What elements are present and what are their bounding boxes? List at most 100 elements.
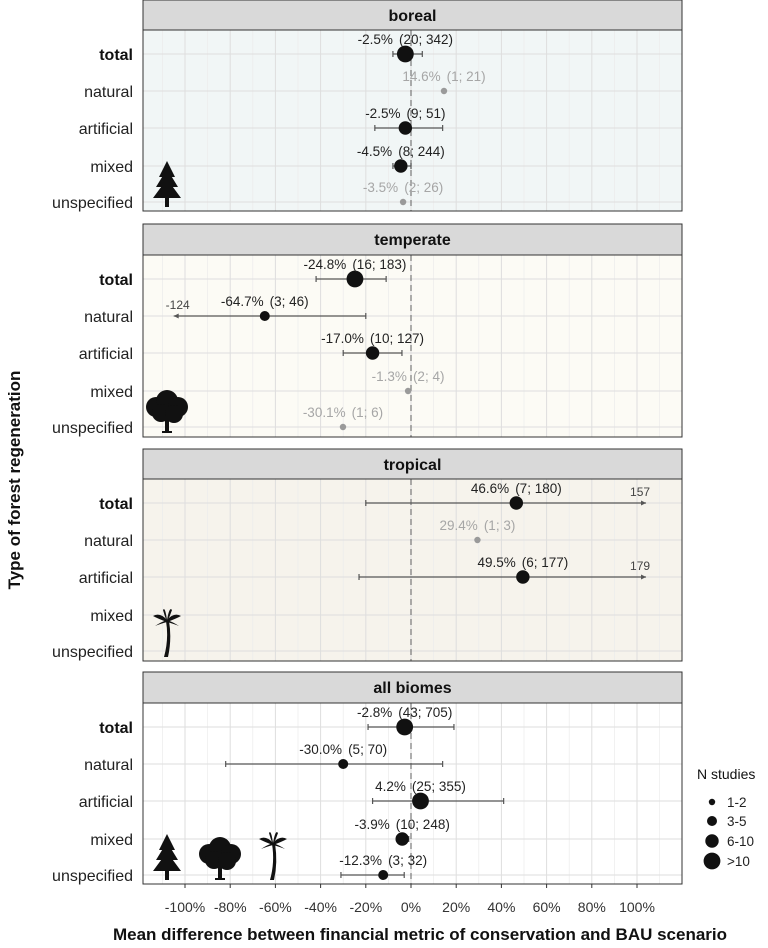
category-label-mixed: mixed	[90, 832, 133, 849]
facet-strip	[142, 671, 683, 704]
facet-all-biomes: all biomes total natural artificial mixed uns…	[52, 671, 683, 885]
data-point-mixed: -1.3% (2; 4)	[372, 369, 445, 395]
palm-frond	[167, 620, 179, 626]
facet-border	[142, 478, 683, 662]
conifer-trunk	[165, 197, 169, 207]
data-point-natural: -30.0% (5; 70)	[225, 742, 444, 769]
data-point-natural: 29.4% (1; 3)	[440, 518, 516, 544]
facet-title: temperate	[374, 232, 451, 249]
category-label-total: total	[99, 47, 133, 64]
conifer-tier	[156, 169, 178, 187]
palm-frond	[273, 832, 278, 845]
category-label-total: total	[99, 720, 133, 737]
point-n-label: (2; 26)	[404, 180, 443, 195]
point-n-label: (20; 342)	[399, 32, 453, 47]
point-n-label: (7; 180)	[515, 481, 562, 496]
data-point-unspecified: -12.3% (3; 32)	[339, 853, 427, 880]
point-marker	[399, 198, 407, 206]
conifer-tree-icon	[153, 161, 181, 207]
point-value-label: -1.3%	[372, 369, 407, 384]
legend: N studies 1-2 3-5 6-10 >10	[697, 766, 755, 870]
category-label-artificial: artificial	[79, 794, 133, 811]
legend-marker	[707, 816, 717, 826]
point-marker	[395, 832, 409, 846]
point-n-label: (1; 21)	[447, 69, 486, 84]
point-n-label: (25; 355)	[412, 779, 466, 794]
x-tick-label: -100%	[165, 899, 205, 915]
palm-tree-icon	[153, 609, 181, 657]
category-label-mixed: mixed	[90, 384, 133, 401]
broadleaf-base	[162, 431, 172, 433]
category-label-unspecified: unspecified	[52, 195, 133, 212]
conifer-trunk	[165, 870, 169, 880]
category-label-unspecified: unspecified	[52, 420, 133, 437]
point-annotation: -4.5% (8; 244)	[357, 144, 445, 159]
palm-frond	[261, 843, 273, 849]
point-value-label: 29.4%	[440, 518, 478, 533]
point-n-label: (9; 51)	[406, 106, 445, 121]
category-label-mixed: mixed	[90, 159, 133, 176]
palm-frond	[153, 614, 167, 622]
data-point-unspecified: -30.1% (1; 6)	[303, 405, 384, 431]
point-value-label: -3.5%	[363, 180, 398, 195]
point-marker	[440, 87, 448, 95]
x-tick-label: 0%	[401, 899, 421, 915]
legend-marker	[705, 834, 719, 848]
legend-entry: 1-2	[708, 795, 747, 810]
category-label-unspecified: unspecified	[52, 868, 133, 885]
broadleaf-tree-icon	[146, 390, 188, 433]
point-value-label: -3.9%	[355, 817, 390, 832]
clip-arrow-high	[641, 500, 647, 506]
point-n-label: (1; 3)	[484, 518, 516, 533]
facet-title: boreal	[388, 8, 436, 25]
broadleaf-trunk	[165, 417, 169, 433]
clip-label-high: 157	[630, 485, 650, 499]
facet-title: tropical	[384, 457, 442, 474]
point-annotation: -24.8% (16; 183)	[304, 257, 407, 272]
palm-frond	[273, 837, 287, 845]
category-label-artificial: artificial	[79, 121, 133, 138]
data-point-natural: -124 -64.7% (3; 46)	[166, 294, 367, 321]
point-marker	[404, 387, 412, 395]
point-annotation: -1.3% (2; 4)	[372, 369, 445, 384]
data-point-mixed: -3.9% (10; 248)	[355, 817, 450, 846]
clip-arrow-high	[641, 574, 647, 580]
category-label-natural: natural	[84, 84, 133, 101]
x-axis-title: Mean difference between financial metric…	[113, 925, 727, 944]
palm-frond	[163, 609, 167, 622]
legend-label: 1-2	[727, 795, 747, 810]
point-n-label: (10; 127)	[370, 331, 424, 346]
data-point-artificial: 179 49.5% (6; 177)	[358, 555, 650, 584]
category-label-natural: natural	[84, 309, 133, 326]
point-marker	[378, 870, 389, 880]
point-marker	[365, 346, 380, 360]
point-marker	[516, 570, 530, 584]
conifer-tier	[156, 842, 178, 860]
point-annotation: -2.5% (9; 51)	[365, 106, 445, 121]
facet-border	[142, 29, 683, 212]
point-annotation: 49.5% (6; 177)	[477, 555, 568, 570]
broadleaf-crown	[218, 852, 236, 870]
point-annotation: -12.3% (3; 32)	[339, 853, 427, 868]
x-tick-label: 100%	[619, 899, 655, 915]
broadleaf-trunk	[218, 864, 222, 880]
palm-frond	[273, 843, 285, 849]
point-n-label: (2; 4)	[413, 369, 445, 384]
conifer-tree-icon	[153, 834, 181, 880]
category-label-natural: natural	[84, 757, 133, 774]
clip-label-low: -124	[166, 298, 190, 312]
x-tick-label: 80%	[578, 899, 606, 915]
point-value-label: -12.3%	[339, 853, 382, 868]
broadleaf-tree-icon	[199, 837, 241, 880]
clip-arrow-low	[173, 313, 179, 319]
conifer-tree-icon	[153, 161, 181, 207]
x-tick-label: -80%	[214, 899, 247, 915]
point-n-label: (1; 6)	[352, 405, 384, 420]
all-biomes-icons	[153, 832, 287, 880]
point-annotation: -3.9% (10; 248)	[355, 817, 450, 832]
legend-entry: 6-10	[705, 834, 754, 849]
point-annotation: -2.5% (20; 342)	[358, 32, 453, 47]
point-value-label: -30.0%	[299, 742, 342, 757]
